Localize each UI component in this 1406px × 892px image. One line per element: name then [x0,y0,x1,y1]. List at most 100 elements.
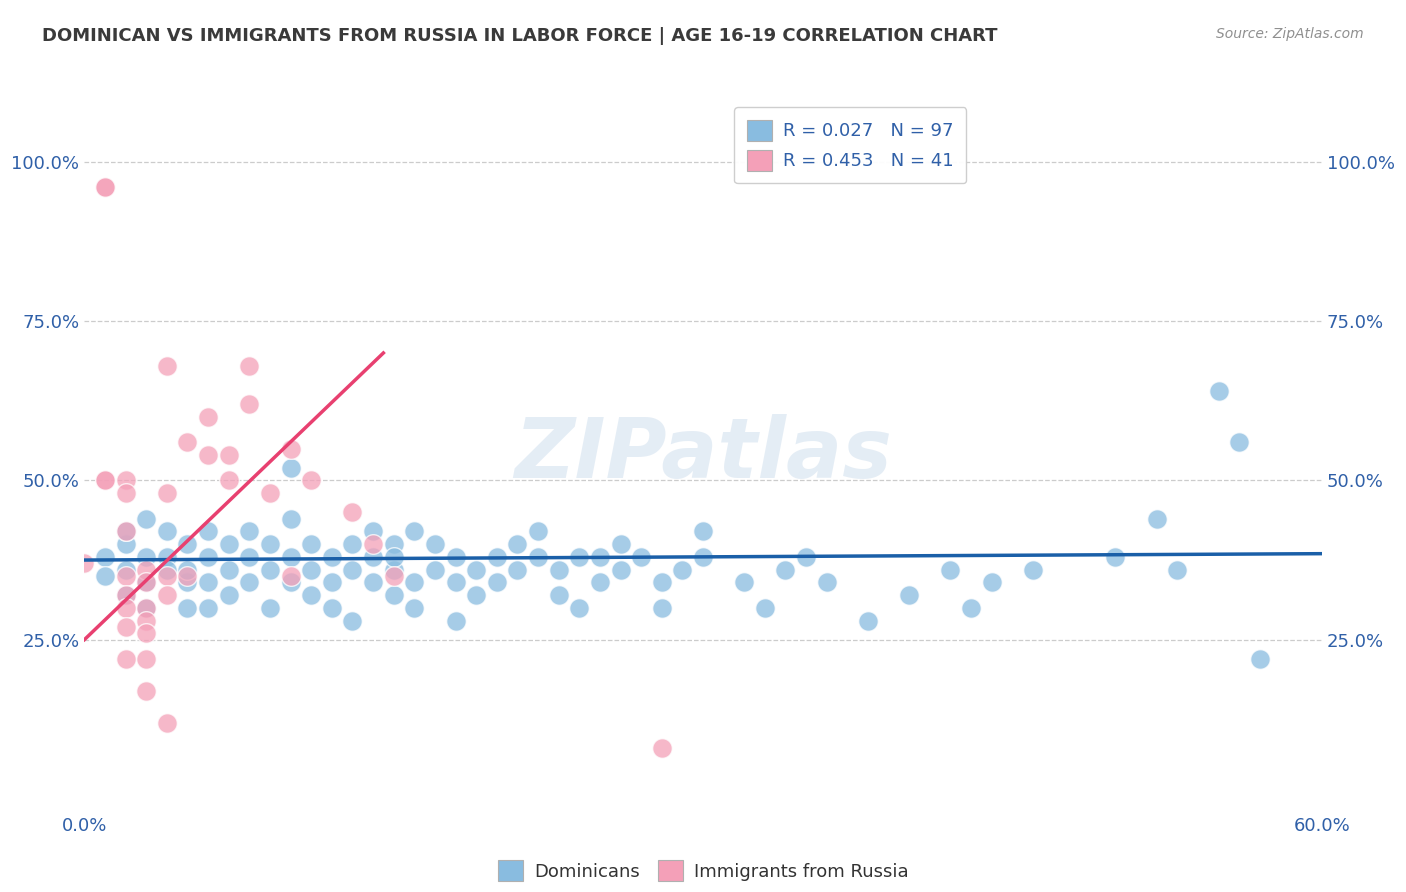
Point [176,569,198,583]
Point [156,524,179,539]
Point [342,537,364,551]
Point [135,563,157,577]
Point [114,563,136,577]
Point [1249,652,1271,666]
Point [382,537,405,551]
Point [299,474,322,488]
Point [280,460,302,475]
Legend: Dominicans, Immigrants from Russia: Dominicans, Immigrants from Russia [491,853,915,888]
Point [342,614,364,628]
Point [238,359,260,373]
Point [197,600,219,615]
Point [259,537,281,551]
Point [94,569,117,583]
Point [651,600,673,615]
Point [506,537,529,551]
Point [671,563,693,577]
Point [382,569,405,583]
Point [960,600,983,615]
Point [547,563,569,577]
Point [156,563,179,577]
Point [444,549,467,564]
Point [1166,563,1188,577]
Point [589,575,612,590]
Point [1022,563,1045,577]
Point [856,614,879,628]
Point [94,474,117,488]
Point [609,563,631,577]
Point [135,549,157,564]
Point [527,549,550,564]
Point [280,569,302,583]
Point [568,549,591,564]
Point [651,575,673,590]
Point [506,563,529,577]
Point [1146,511,1168,525]
Point [404,524,426,539]
Point [692,524,714,539]
Point [114,569,136,583]
Point [156,569,179,583]
Text: DOMINICAN VS IMMIGRANTS FROM RUSSIA IN LABOR FORCE | AGE 16-19 CORRELATION CHART: DOMINICAN VS IMMIGRANTS FROM RUSSIA IN L… [42,27,998,45]
Point [218,563,240,577]
Point [238,397,260,411]
Point [280,549,302,564]
Point [176,563,198,577]
Point [299,588,322,602]
Point [361,524,384,539]
Point [197,575,219,590]
Point [321,549,343,564]
Point [114,474,136,488]
Point [547,588,569,602]
Point [423,537,446,551]
Point [156,588,179,602]
Point [382,549,405,564]
Text: Source: ZipAtlas.com: Source: ZipAtlas.com [1216,27,1364,41]
Point [218,537,240,551]
Point [218,448,240,462]
Point [299,537,322,551]
Point [609,537,631,551]
Point [94,180,117,194]
Point [754,600,776,615]
Point [589,549,612,564]
Point [259,563,281,577]
Point [630,549,652,564]
Point [527,524,550,539]
Point [135,575,157,590]
Point [465,588,488,602]
Point [280,442,302,456]
Point [197,549,219,564]
Point [259,600,281,615]
Point [238,524,260,539]
Point [815,575,838,590]
Point [114,537,136,551]
Point [238,549,260,564]
Point [733,575,755,590]
Point [114,588,136,602]
Point [197,448,219,462]
Point [939,563,962,577]
Point [114,588,136,602]
Point [321,600,343,615]
Point [361,537,384,551]
Point [444,614,467,628]
Point [135,575,157,590]
Point [156,359,179,373]
Point [898,588,921,602]
Point [218,474,240,488]
Point [280,511,302,525]
Point [176,435,198,450]
Point [465,563,488,577]
Point [980,575,1002,590]
Point [342,563,364,577]
Point [651,741,673,756]
Point [135,614,157,628]
Point [1208,384,1230,399]
Point [299,563,322,577]
Point [568,600,591,615]
Point [238,575,260,590]
Point [342,505,364,519]
Point [135,626,157,640]
Point [692,549,714,564]
